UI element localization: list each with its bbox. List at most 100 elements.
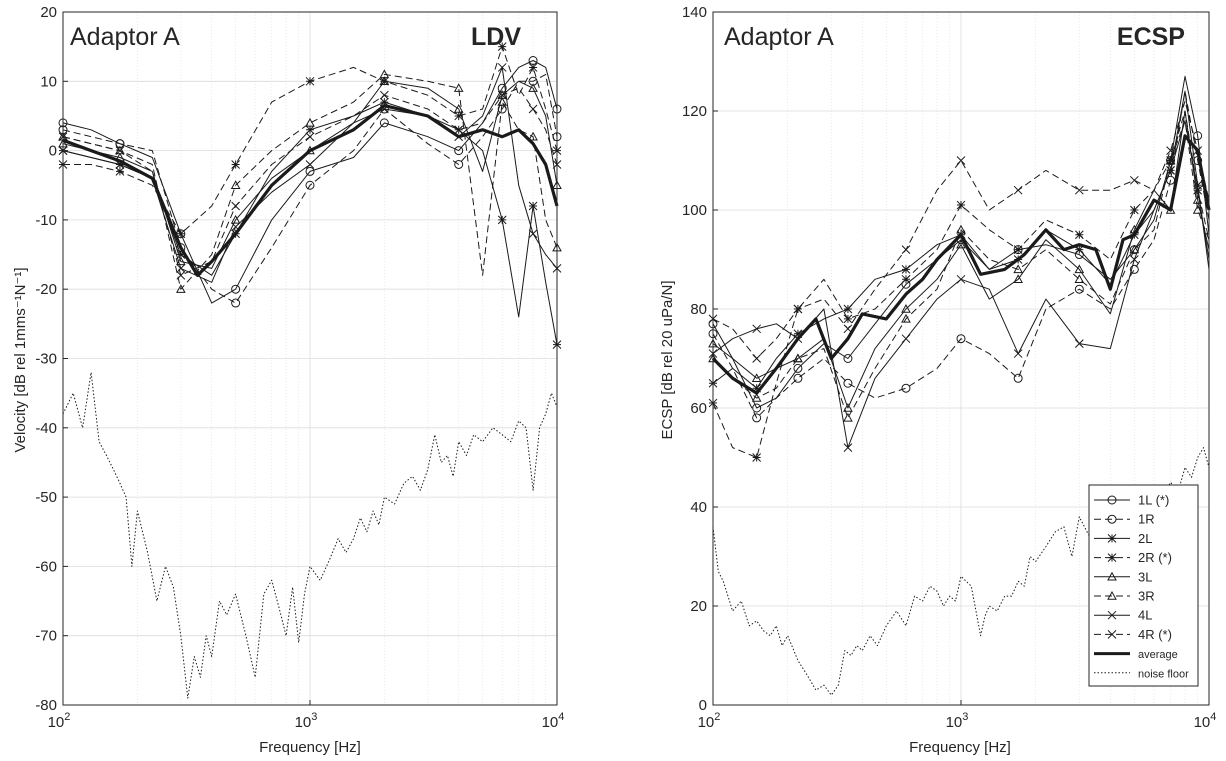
legend-label: average: [1138, 649, 1178, 661]
ecsp-series-point: [793, 373, 803, 383]
x-tick-label: 103: [946, 711, 969, 731]
ecsp-series-point: [956, 156, 966, 165]
legend-marker: [1107, 630, 1117, 639]
ecsp-series-point: [843, 324, 853, 334]
ecsp-series-point: [956, 224, 966, 234]
ecsp-series-point: [843, 378, 853, 388]
legend-entry: average: [1094, 649, 1178, 661]
legend-label: 1L (*): [1138, 493, 1169, 508]
ecsp-series-point: [843, 304, 853, 314]
ecsp-series-point: [1013, 245, 1023, 254]
x-tick-label: 104: [1194, 711, 1217, 731]
ecsp-series-point: [793, 363, 803, 373]
legend-entry: 1R: [1094, 512, 1155, 527]
ldv-series-point: [231, 160, 240, 169]
ldv-series-point: [231, 229, 240, 239]
ldv-series-point: [380, 97, 389, 107]
ecsp-series-point: [793, 304, 803, 314]
ldv-series-1l--line: [62, 60, 558, 304]
y-tick-label: 120: [682, 103, 707, 120]
y-tick-label: 140: [682, 4, 707, 21]
ldv-series-point: [231, 284, 241, 294]
ldv-panel: -80 -70 -60 -50 -40 -30 -20 -10 0 10 20 102 103 104 A…: [12, 4, 564, 756]
legend-marker: [1107, 553, 1117, 562]
legend-items: 1L (*) 1R 2L 2R (*) 3L 3R 4L 4R (*) average noise…: [1094, 493, 1189, 680]
ldv-series-point: [528, 229, 538, 239]
y-tick-label: 60: [690, 400, 707, 417]
ldv-series-point: [305, 166, 315, 176]
ecsp-series-point: [752, 324, 762, 334]
legend-label: 2L: [1138, 531, 1152, 546]
ldv-series-point: [305, 145, 315, 155]
ldv-series-point: [528, 131, 538, 141]
y-tick-label: 100: [682, 202, 707, 219]
legend-label: 3L: [1138, 569, 1152, 584]
ldv-series-point: [115, 145, 125, 155]
x-tick-label: 104: [542, 711, 565, 731]
ecsp-series-point: [956, 200, 966, 210]
legend-entry: 4L: [1094, 608, 1152, 623]
legend-label: 4L: [1138, 608, 1152, 623]
ecsp-series-point: [1165, 155, 1176, 165]
ecsp-series-point: [1129, 264, 1139, 274]
y-tick-label: 40: [690, 499, 707, 516]
ldv-curves: [62, 46, 559, 699]
ecsp-series-point: [1193, 185, 1203, 195]
x-tick-label: 102: [698, 711, 721, 731]
ecsp-panel-tag: ECSP: [1117, 23, 1185, 51]
ecsp-series-point: [752, 383, 762, 393]
ecsp-series-1r-line: [712, 90, 1210, 419]
ldv-series-point: [305, 180, 315, 190]
ecsp-series-point: [1129, 224, 1140, 234]
ldv-series-point: [454, 132, 464, 142]
y-tick-label: 80: [690, 301, 707, 318]
ecsp-series-point: [1074, 339, 1084, 349]
ldv-series-point: [115, 160, 125, 169]
ecsp-series-point: [901, 303, 911, 313]
ldv-series-point: [497, 63, 507, 72]
ecsp-series-point: [956, 334, 966, 344]
ecsp-series-point: [1013, 274, 1024, 283]
ldv-series-3r-line: [62, 73, 558, 290]
y-tick-label: -30: [35, 351, 57, 368]
ldv-series-point: [231, 298, 241, 308]
ecsp-series-3r-line: [712, 120, 1210, 419]
ldv-series-point: [176, 270, 186, 280]
legend-entry: noise floor: [1094, 668, 1189, 680]
ecsp-series-point: [1193, 146, 1203, 155]
ldv-series-point: [176, 264, 186, 273]
y-tick-label: 0: [49, 143, 57, 160]
ldv-series-point: [115, 139, 125, 149]
ldv-series-point: [380, 90, 389, 100]
ecsp-series-point: [1074, 230, 1084, 240]
y-tick-label: 20: [690, 598, 707, 615]
legend-label: 3R: [1138, 589, 1155, 604]
ecsp-series-point: [751, 373, 762, 382]
ecsp-series-point: [901, 383, 911, 393]
ldv-panel-label: Adaptor A: [70, 23, 180, 51]
ecsp-series-point: [1074, 245, 1084, 254]
ldv-series-point: [176, 250, 186, 259]
legend-entry: 2L: [1094, 531, 1152, 546]
legend-label: 4R (*): [1138, 627, 1172, 642]
legend-box: [1088, 484, 1199, 687]
ecsp-series-point: [1165, 204, 1176, 214]
ldv-series-point: [115, 167, 125, 176]
ecsp-series-point: [901, 245, 911, 254]
ldv-x-axis-label: Frequency [Hz]: [259, 739, 361, 756]
ecsp-series-point: [1166, 175, 1176, 185]
ecsp-series-point: [1013, 264, 1024, 274]
ecsp-series-point: [901, 334, 911, 344]
legend-entry: 3L: [1094, 569, 1152, 584]
ecsp-series-4l-line: [712, 120, 1210, 449]
x-tick-label: 102: [48, 711, 71, 731]
ecsp-series-point: [843, 314, 853, 324]
ldv-series-point: [175, 256, 186, 266]
ldv-series-point: [305, 160, 315, 169]
ldv-series-point: [305, 125, 315, 135]
ldv-series-2r--line: [63, 46, 558, 235]
ecsp-series-point: [1166, 146, 1175, 155]
ecsp-panel-label: Adaptor A: [724, 23, 834, 51]
ecsp-series-point: [1074, 284, 1084, 294]
ldv-series-point: [231, 201, 240, 211]
